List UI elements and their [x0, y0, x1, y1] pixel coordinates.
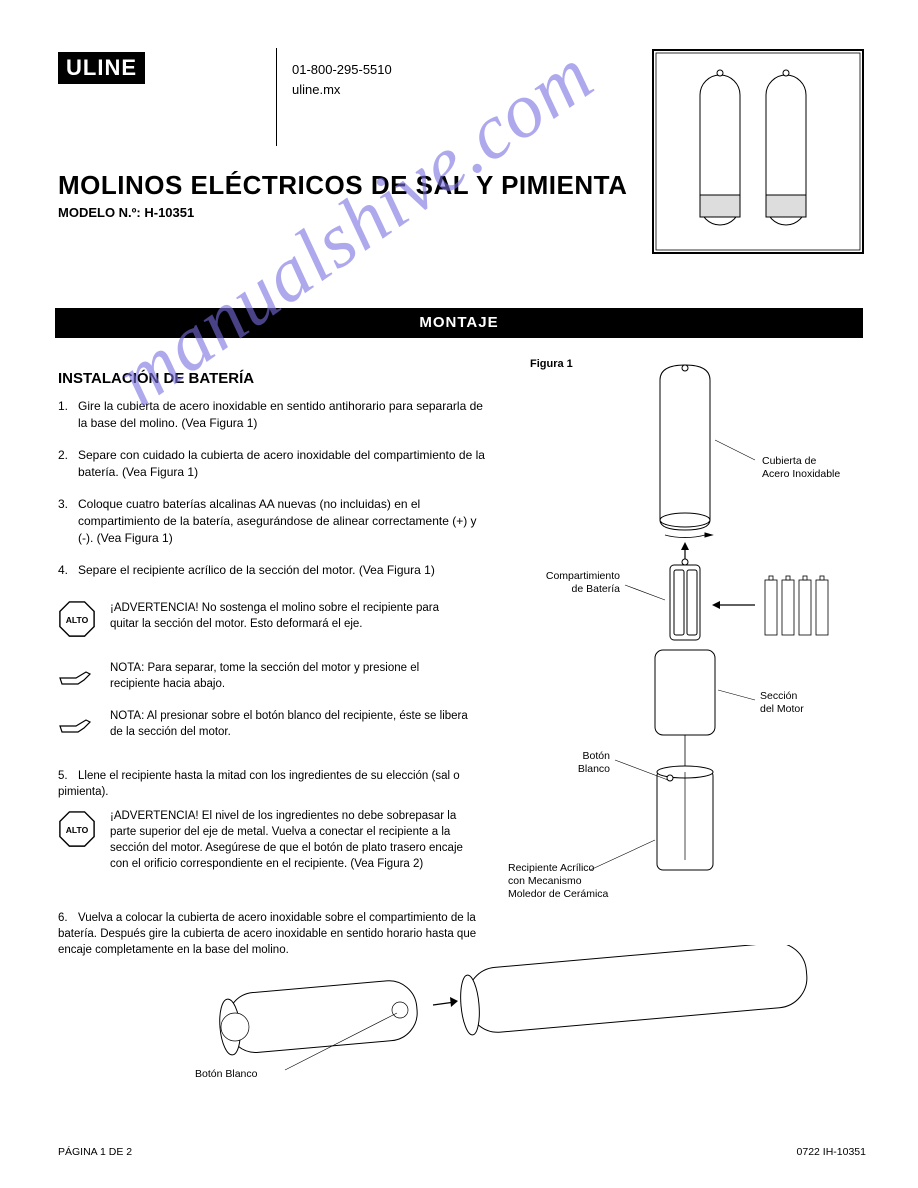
hand-icon [58, 664, 94, 688]
warning-2: ¡ADVERTENCIA! El nivel de los ingredient… [110, 808, 470, 872]
model-number: MODELO N.º: H-10351 [58, 205, 194, 220]
section-heading-assembly: MONTAJE [55, 308, 863, 338]
page-root: ULINE 01-800-295-5510 uline.mx MOLINOS E… [0, 0, 918, 1188]
note-1: NOTA: Para separar, tome la sección del … [110, 660, 470, 692]
step-2: 2.Separe con cuidado la cubierta de acer… [58, 447, 488, 482]
figure2-diagram [165, 945, 845, 1095]
figure1-diagram [530, 360, 870, 930]
step-1: 1.Gire la cubierta de acero inoxidable e… [58, 398, 488, 433]
warning-1: ¡ADVERTENCIA! No sostenga el molino sobr… [110, 600, 470, 632]
header-divider [276, 48, 277, 146]
note-2: NOTA: Al presionar sobre el botón blanco… [110, 708, 470, 740]
contact-block: 01-800-295-5510 uline.mx [292, 60, 392, 99]
fig1-button-label: Botón Blanco [560, 750, 610, 776]
hero-illustration [648, 45, 868, 260]
website: uline.mx [292, 80, 392, 100]
page-footer: PÁGINA 1 DE 2 0722 IH-10351 [58, 1146, 866, 1158]
logo: ULINE [58, 52, 145, 84]
hand-icon [58, 712, 94, 736]
fig2-button-label: Botón Blanco [195, 1068, 257, 1081]
step-5: 5.Llene el recipiente hasta la mitad con… [58, 768, 488, 800]
step-3: 3.Coloque cuatro baterías alcalinas AA n… [58, 496, 488, 548]
phone-number: 01-800-295-5510 [292, 60, 392, 80]
footer-page: PÁGINA 1 DE 2 [58, 1146, 132, 1158]
fig1-motor-label: Sección del Motor [760, 690, 804, 716]
fig1-container-label: Recipiente Acrílico con Mecanismo Moledo… [508, 862, 618, 901]
svg-text:ALTO: ALTO [66, 615, 89, 625]
alto-icon: ALTO [58, 600, 96, 638]
footer-doc-id: 0722 IH-10351 [797, 1146, 866, 1158]
battery-heading: INSTALACIÓN DE BATERÍA [58, 370, 254, 387]
alto-icon: ALTO [58, 810, 96, 848]
steps-list: 1.Gire la cubierta de acero inoxidable e… [58, 398, 488, 593]
product-title: MOLINOS ELÉCTRICOS DE SAL Y PIMIENTA [58, 170, 627, 201]
svg-text:ALTO: ALTO [66, 825, 89, 835]
fig1-batt-label: Compartimiento de Batería [535, 570, 620, 596]
step-4: 4.Separe el recipiente acrílico de la se… [58, 562, 488, 579]
fig1-cover-label: Cubierta de Acero Inoxidable [762, 455, 840, 481]
